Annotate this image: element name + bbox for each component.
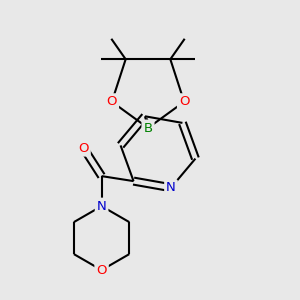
Text: O: O [106, 95, 117, 108]
Text: N: N [97, 200, 106, 213]
Text: O: O [78, 142, 89, 154]
Text: N: N [166, 181, 176, 194]
Text: B: B [143, 122, 153, 134]
Text: O: O [96, 264, 107, 277]
Text: O: O [179, 95, 189, 108]
